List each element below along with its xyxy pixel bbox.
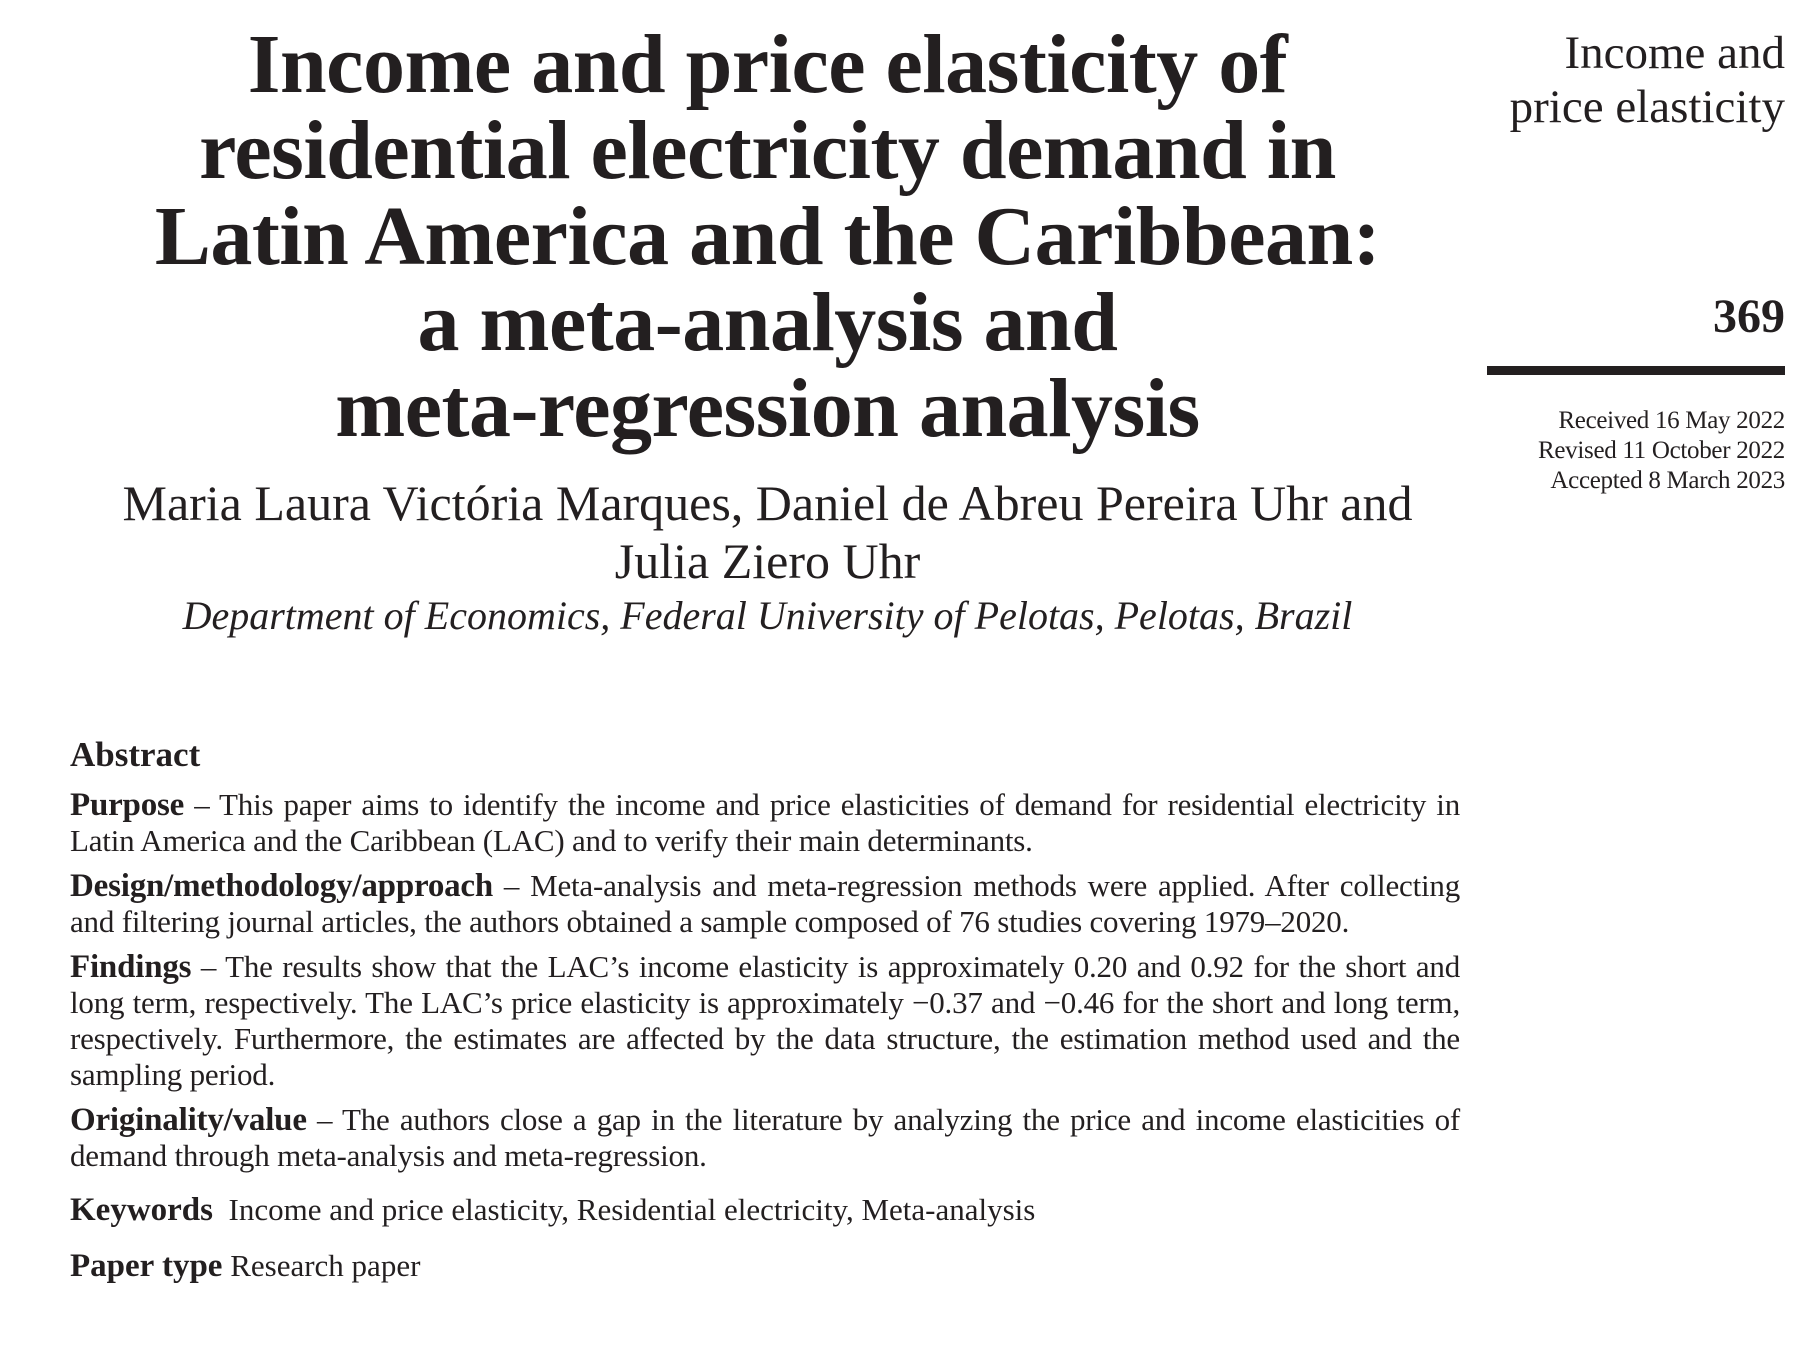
abstract-section-text: Meta-analysis and meta-regression method… [70,868,1460,939]
abstract-section-label: Design/methodology/approach [70,868,494,904]
running-head: Income and price elasticity [1509,27,1785,133]
abstract-section-separator: – [306,1102,343,1137]
accepted-date: Accepted 8 March 2023 [1550,467,1785,494]
revised-date: Revised 11 October 2022 [1538,437,1785,464]
paper-type: Paper type Research paper [70,1248,1460,1284]
abstract-originality: Originality/value – The authors close a … [70,1102,1460,1174]
abstract-heading: Abstract [70,735,201,774]
abstract-section-label: Findings [70,949,192,985]
margin-rule [1487,366,1785,375]
abstract-section-separator: – [191,949,226,984]
abstract-design: Design/methodology/approach – Meta-analy… [70,868,1460,940]
abstract-section-text: The results show that the LAC’s income e… [70,949,1461,1092]
article-history-dates: Received 16 May 2022 Revised 11 October … [1538,406,1785,496]
received-date: Received 16 May 2022 [1558,407,1785,434]
abstract-section-label: Purpose [70,787,185,823]
abstract-purpose: Purpose – This paper aims to identify th… [70,787,1460,859]
title-block: Income and price elasticity of residenti… [40,22,1495,642]
keywords-label: Keywords [70,1192,213,1228]
author-list: Maria Laura Victória Marques, Daniel de … [122,475,1413,589]
abstract-section-label: Originality/value [70,1102,307,1138]
paper-type-text: Research paper [230,1248,421,1283]
article-title: Income and price elasticity of residenti… [154,18,1381,455]
abstract-section-text: The authors close a gap in the literatur… [70,1102,1461,1173]
author-affiliation: Department of Economics, Federal Univers… [182,593,1353,638]
keywords: Keywords Income and price elasticity, Re… [70,1192,1460,1228]
paper-type-label: Paper type [70,1248,223,1284]
abstract: Abstract Purpose – This paper aims to id… [70,735,1460,1284]
abstract-section-text: This paper aims to identify the income a… [70,787,1460,858]
abstract-section-separator: – [493,868,531,903]
page-number: 369 [1713,290,1785,343]
abstract-section-separator: – [184,787,220,822]
abstract-findings: Findings – The results show that the LAC… [70,949,1460,1093]
keywords-text: Income and price elasticity, Residential… [228,1192,1036,1227]
